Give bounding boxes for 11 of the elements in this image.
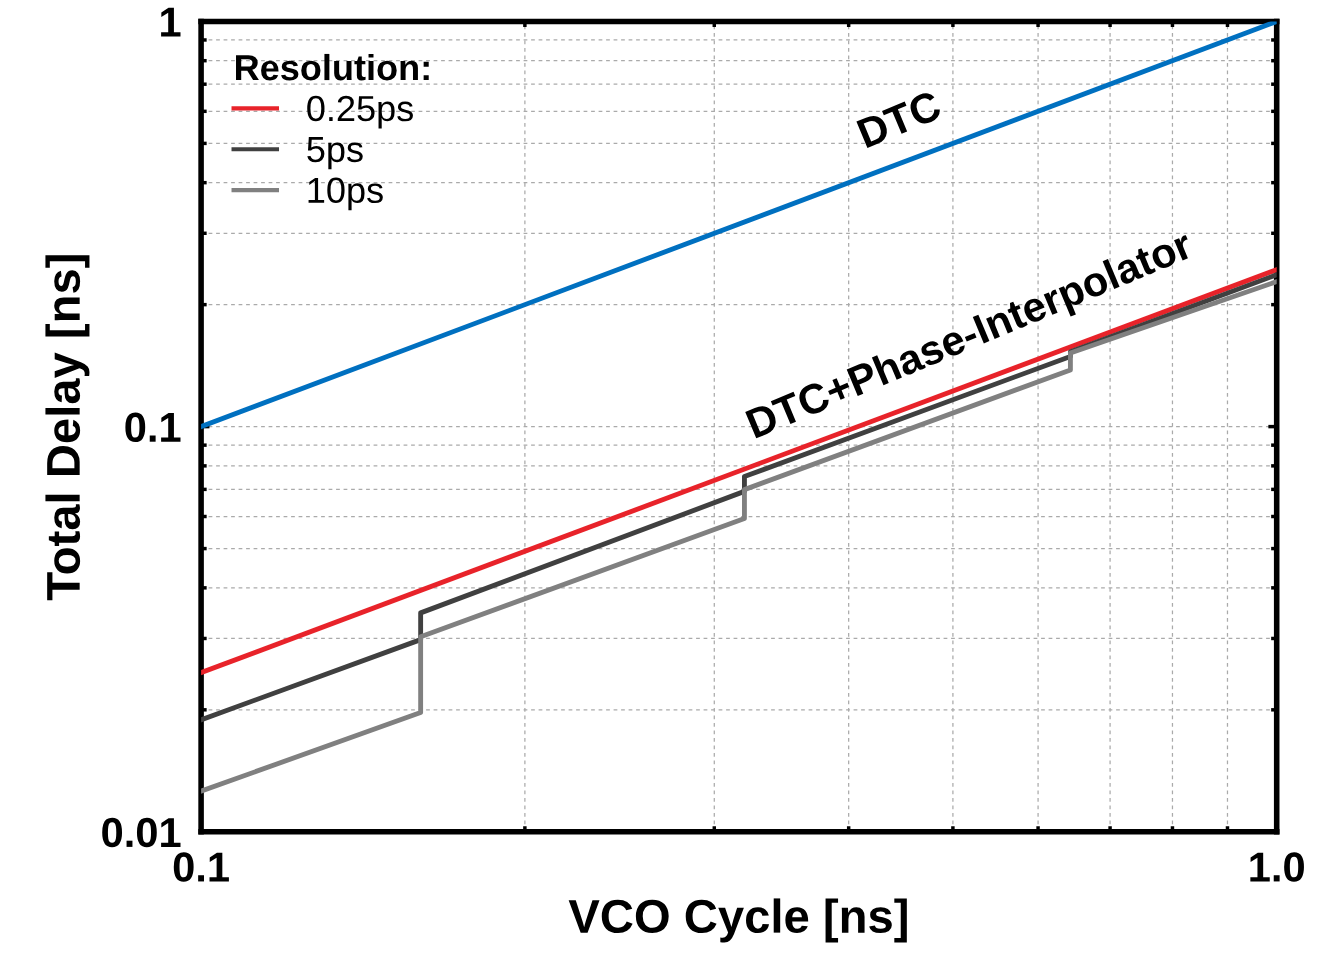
y-tick-label: 0.01 [102, 817, 181, 848]
legend-label: 10ps [308, 177, 383, 211]
legend-label: 0.25ps [307, 95, 413, 129]
y-axis-title: Total Delay [ns] [45, 255, 90, 601]
legend-title: Resolution: [236, 53, 429, 81]
y-tick-label: 0.1 [125, 412, 181, 443]
legend-label: 5ps [307, 137, 363, 170]
x-tick-label: 1.0 [1250, 852, 1304, 882]
y-tick-label: 1 [161, 7, 181, 37]
annotation: DTC [856, 89, 944, 149]
x-axis-title: VCO Cycle [ns] [568, 898, 907, 943]
